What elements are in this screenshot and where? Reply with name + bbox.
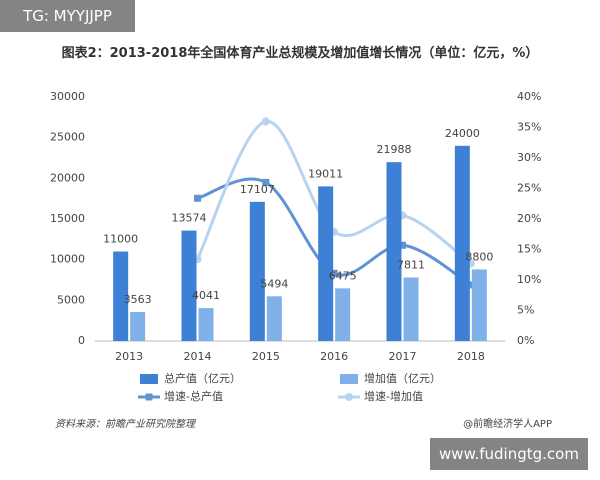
y-tick-label: 30000 [50,90,85,103]
line-marker [261,117,270,126]
y2-tick-label: 5% [517,304,534,317]
y-tick-label: 15000 [50,212,85,225]
bar [113,251,129,341]
x-tick-label: 2015 [252,350,280,363]
bar [454,145,470,341]
y2-tick-label: 20% [517,212,541,225]
bar [471,269,487,341]
y2-tick-label: 40% [517,90,541,103]
legend-swatch [340,374,358,384]
data-label: 5494 [260,277,288,290]
source-note: 资料来源：前瞻产业研究院整理 [55,418,197,430]
data-label: 17107 [240,183,275,196]
bar [386,162,402,341]
watermark-top: TG: MYYJJPP [0,0,135,32]
y-tick-label: 0 [78,334,85,347]
y-tick-label: 10000 [50,253,85,266]
x-tick-label: 2018 [457,350,485,363]
bar [130,312,146,341]
data-label: 3563 [124,293,152,306]
legend-label: 总产值（亿元） [164,371,241,385]
bar [181,230,197,341]
legend-label: 增速-增加值 [364,389,423,403]
y-tick-label: 25000 [50,131,85,144]
bar [198,308,214,341]
bar [335,288,351,341]
data-label: 11000 [103,233,138,246]
x-tick-label: 2016 [320,350,348,363]
line-marker [330,269,338,277]
data-label: 19011 [308,167,343,180]
y2-tick-label: 30% [517,151,541,164]
legend-marker [345,393,353,401]
bar [403,277,419,341]
legend-label: 增加值（亿元） [364,371,441,385]
line-marker [399,241,406,249]
chart-title: 图表2：2013-2018年全国体育产业总规模及增加值增长情况（单位：亿元，%） [61,46,539,61]
x-tick-label: 2017 [389,350,417,363]
y-tick-label: 20000 [50,171,85,184]
line-marker [262,178,270,186]
line-marker [467,281,475,289]
x-tick-label: 2013 [115,350,143,363]
bar [249,201,265,341]
y-tick-label: 5000 [57,293,85,306]
legend-swatch [140,374,158,384]
y2-tick-label: 15% [517,243,541,256]
data-label: 4041 [192,289,220,302]
line [196,119,472,265]
data-label: 13574 [172,212,207,225]
line-marker [194,194,201,202]
y2-tick-label: 25% [517,182,541,195]
data-label: 7811 [397,258,425,271]
bar [318,186,334,341]
y2-tick-label: 10% [517,273,541,286]
data-label: 6475 [329,269,357,282]
data-label: 21988 [377,143,412,156]
legend-marker [145,393,153,401]
bar [266,296,282,341]
y2-tick-label: 35% [517,121,541,134]
watermark-bottom: www.fudingtg.com [430,438,588,470]
y2-tick-label: 0% [517,334,534,347]
data-label: 8800 [465,250,493,263]
x-tick-label: 2014 [184,350,212,363]
credit: @前瞻经济学人APP [463,417,552,430]
data-label: 24000 [445,127,480,140]
legend-label: 增速-总产值 [164,389,223,403]
